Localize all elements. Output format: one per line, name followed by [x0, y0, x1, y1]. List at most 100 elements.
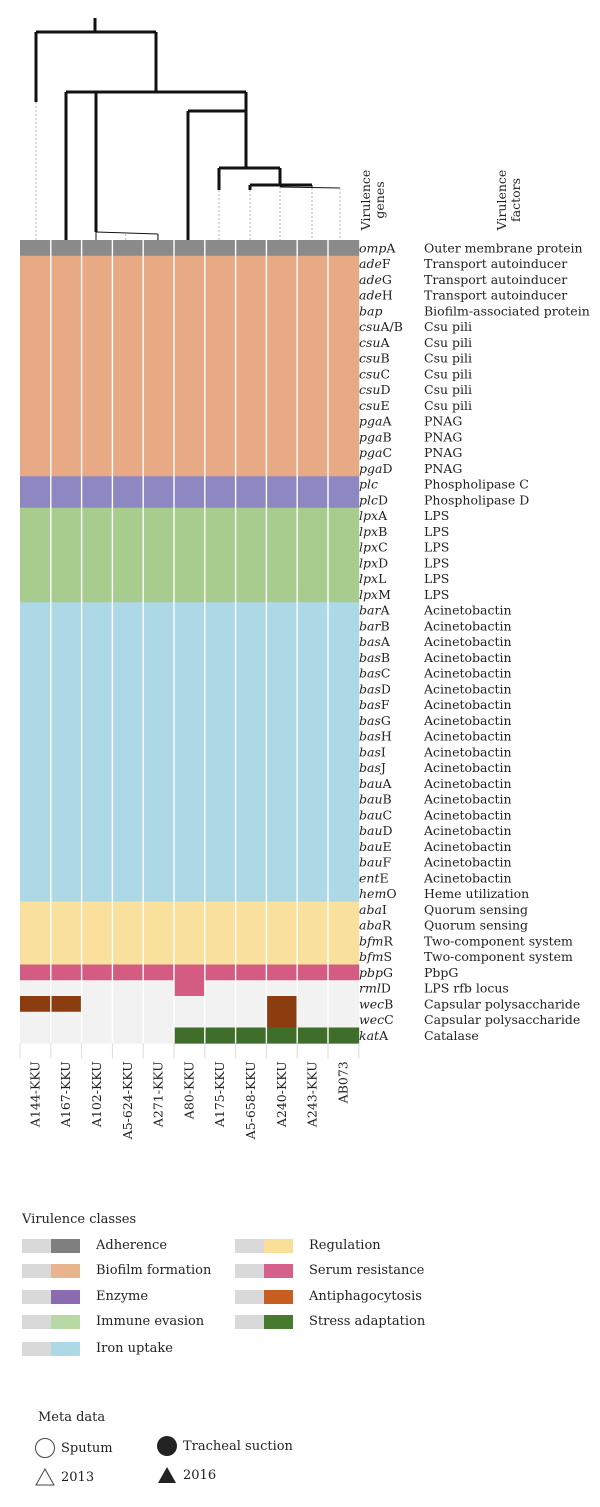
heatmap-cell [50, 870, 82, 887]
heatmap-cell [235, 303, 267, 320]
heatmap-cell [174, 381, 206, 398]
isolate-label: A271-KKU [151, 1061, 166, 1128]
heatmap-cell [112, 964, 144, 981]
heatmap-cell [50, 492, 82, 509]
heatmap-cell [235, 665, 267, 682]
heatmap-cell [297, 996, 329, 1013]
heatmap-cell [112, 744, 144, 761]
heatmap-cell [328, 917, 360, 934]
heatmap-cell [174, 1027, 206, 1044]
isolate-label: A167-KKU [58, 1061, 73, 1128]
heatmap-cell [204, 618, 236, 635]
heatmap-cell [297, 366, 329, 383]
heatmap-cell [204, 570, 236, 587]
heatmap-cell [174, 854, 206, 871]
heatmap-cell [266, 822, 298, 839]
heatmap-cell [266, 334, 298, 351]
heatmap-cell [204, 539, 236, 556]
heatmap-cell [328, 555, 360, 572]
factor-label: Acinetobactin [423, 634, 512, 649]
isolate-label: A5-624-KKU [120, 1061, 135, 1140]
legend-swatch-absent [235, 1263, 264, 1278]
heatmap-cell [204, 334, 236, 351]
heatmap-cell [297, 917, 329, 934]
heatmap-cell [266, 775, 298, 792]
heatmap-cell [81, 744, 113, 761]
heatmap-cell [174, 255, 206, 272]
heatmap-cells [19, 240, 360, 1059]
heatmap-cell [112, 885, 144, 902]
heatmap-cell [235, 917, 267, 934]
heatmap-cell [328, 901, 360, 918]
legend-swatch-absent [22, 1263, 51, 1278]
heatmap-cell [266, 933, 298, 950]
heatmap-cell [81, 696, 113, 713]
heatmap-cell [50, 633, 82, 650]
heatmap-cell [204, 964, 236, 981]
legend-title: Virulence classes [22, 1212, 137, 1227]
heatmap-cell [174, 586, 206, 603]
heatmap-cell [50, 350, 82, 367]
heatmap-cell [112, 523, 144, 540]
heatmap-cell [143, 492, 175, 509]
gene-label: csuC [359, 366, 390, 381]
heatmap-cell [50, 948, 82, 965]
heatmap-cell [204, 633, 236, 650]
heatmap-cell [112, 933, 144, 950]
legend-swatch-present [264, 1289, 293, 1304]
heatmap-cell [235, 507, 267, 524]
legend-item: Biofilm formation [22, 1263, 211, 1278]
column-header: Virulencefactors [494, 170, 523, 232]
heatmap-cell [235, 555, 267, 572]
factor-label: Catalase [424, 1028, 479, 1043]
factor-label: LPS [424, 571, 449, 586]
heatmap-cell [20, 870, 52, 887]
heatmap-cell [297, 980, 329, 997]
heatmap-cell [81, 287, 113, 304]
isolate-label: A144-KKU [27, 1061, 42, 1128]
heatmap-cell [143, 980, 175, 997]
heatmap-cell [81, 444, 113, 461]
heatmap-cell [112, 429, 144, 446]
heatmap-cell [50, 460, 82, 477]
legend-swatch-absent [22, 1341, 51, 1356]
legend-label: Antiphagocytosis [309, 1289, 422, 1304]
heatmap-cell [20, 444, 52, 461]
heatmap-cell [81, 901, 113, 918]
heatmap-cell [235, 287, 267, 304]
heatmap-cell [328, 681, 360, 698]
heatmap-cell [112, 618, 144, 635]
heatmap-cell [297, 964, 329, 981]
heatmap-cell [81, 460, 113, 477]
heatmap-cell [266, 350, 298, 367]
heatmap-cell [81, 933, 113, 950]
heatmap-cell [112, 1011, 144, 1028]
heatmap-cell [50, 555, 82, 572]
factor-label: PNAG [424, 461, 462, 476]
heatmap-cell [297, 586, 329, 603]
heatmap-cell [112, 917, 144, 934]
heatmap-cell [20, 303, 52, 320]
heatmap-cell [204, 696, 236, 713]
heatmap-cell [20, 649, 52, 666]
heatmap-cell [112, 602, 144, 619]
heatmap-cell [297, 413, 329, 430]
heatmap-cell [328, 397, 360, 414]
heatmap-cell [81, 885, 113, 902]
heatmap-cell [143, 807, 175, 824]
gene-label: bauC [359, 807, 392, 822]
heatmap-cell [143, 996, 175, 1013]
heatmap-cell [328, 444, 360, 461]
heatmap-cell [112, 255, 144, 272]
heatmap-cell [297, 397, 329, 414]
heatmap-cell [143, 1027, 175, 1044]
isolate-label: A243-KKU [305, 1061, 320, 1128]
heatmap-cell [204, 1027, 236, 1044]
heatmap-cell [112, 397, 144, 414]
heatmap-cell [328, 318, 360, 335]
heatmap-cell [204, 366, 236, 383]
heatmap-cell [266, 696, 298, 713]
heatmap-cell [50, 1027, 82, 1044]
heatmap-cell [174, 602, 206, 619]
meta-tracheal-label: Tracheal suction [183, 1438, 293, 1454]
